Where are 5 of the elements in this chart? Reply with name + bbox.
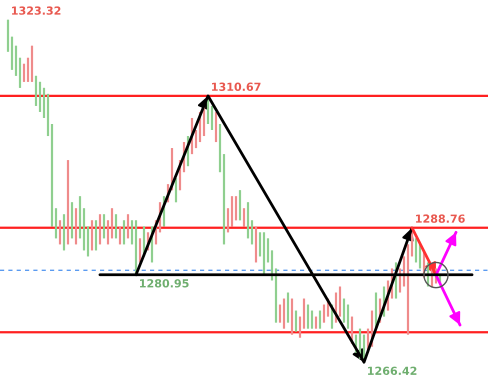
annotation: 1266.42 — [368, 366, 416, 375]
annotation: 1280.95 — [140, 279, 189, 288]
annotation: 1310.67 — [212, 82, 260, 91]
annotation: 1288.76 — [416, 214, 465, 223]
annotation: 1323.32 — [12, 6, 60, 15]
